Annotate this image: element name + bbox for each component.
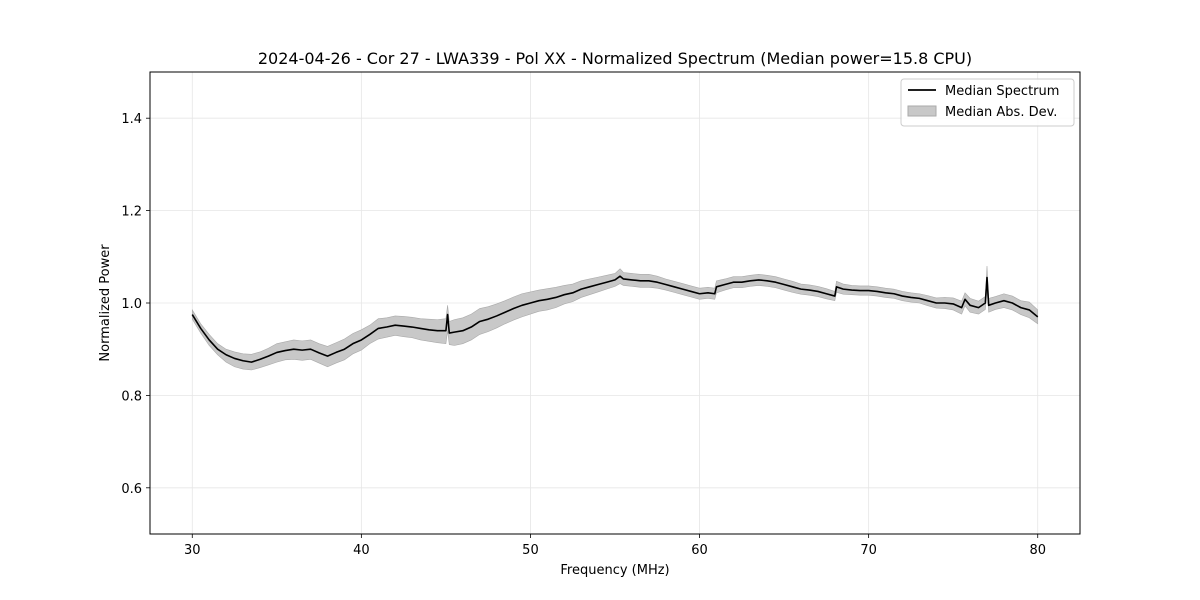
x-tick-label: 80 (1029, 543, 1046, 558)
y-tick-label: 1.4 (121, 112, 142, 127)
legend: Median Spectrum Median Abs. Dev. (900, 78, 1075, 127)
y-axis-label: Normalized Power (98, 244, 113, 362)
legend-label-median-abs-dev: Median Abs. Dev. (945, 105, 1057, 120)
legend-band-swatch (907, 105, 937, 117)
x-axis-label: Frequency (MHz) (560, 563, 669, 578)
y-tick-label: 1.0 (121, 297, 142, 312)
y-tick-label: 0.6 (121, 482, 142, 497)
x-tick-label: 70 (860, 543, 877, 558)
x-tick-label: 40 (353, 543, 370, 558)
axis-ticks: 30 40 50 60 70 80 0.6 0.8 1.0 1.2 1.4 (121, 112, 1046, 558)
legend-box (900, 78, 1075, 127)
x-tick-label: 60 (691, 543, 708, 558)
median-abs-dev-band (191, 266, 1039, 371)
median-spectrum-line (191, 275, 1039, 363)
y-tick-label: 1.2 (121, 205, 142, 220)
legend-label-median-spectrum: Median Spectrum (945, 84, 1059, 99)
x-tick-label: 50 (522, 543, 539, 558)
x-tick-label: 30 (184, 543, 201, 558)
y-tick-label: 0.8 (121, 389, 142, 404)
chart-title: 2024-04-26 - Cor 27 - LWA339 - Pol XX - … (258, 49, 972, 68)
